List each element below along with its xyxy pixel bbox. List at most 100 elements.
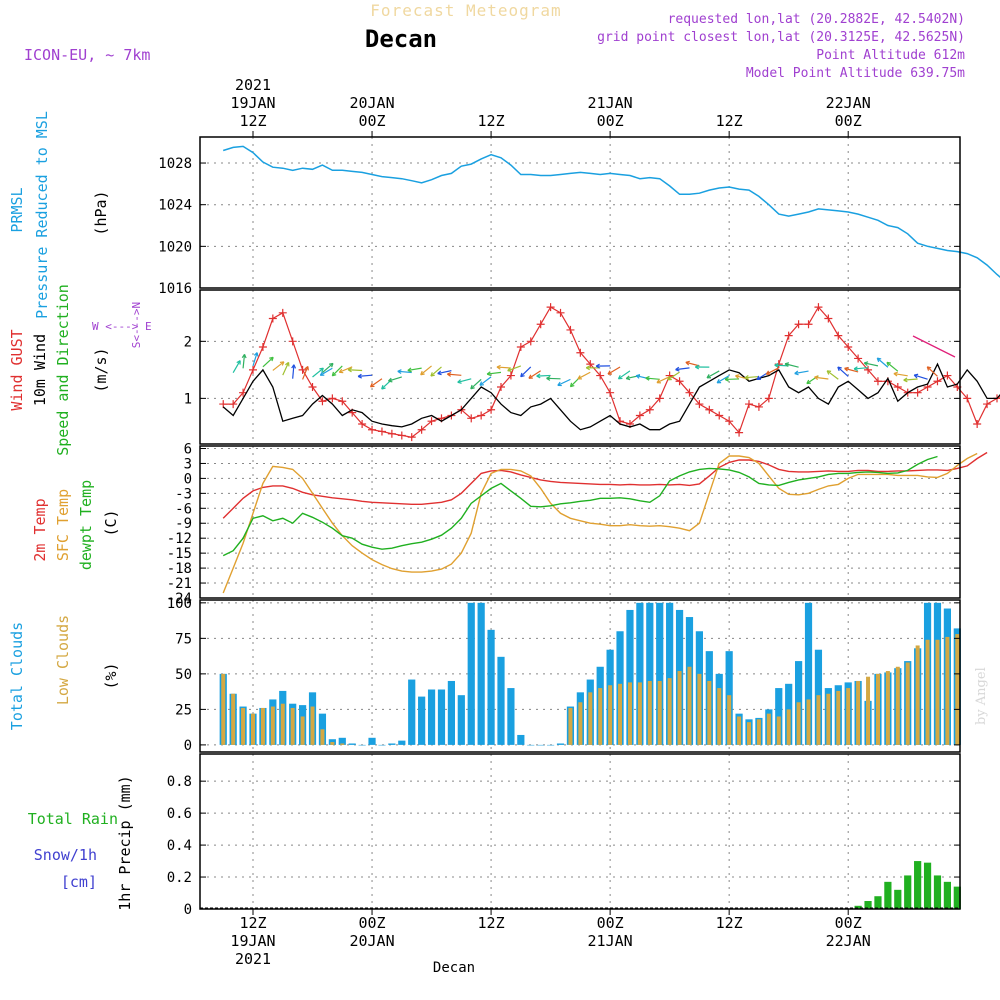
wind-arrow xyxy=(370,378,383,388)
time-label-top: 21JAN xyxy=(588,94,633,112)
wind-arrow xyxy=(844,367,859,373)
gust-marker xyxy=(229,400,238,409)
wind-arrow-head xyxy=(319,371,325,376)
total-cloud-bar xyxy=(547,744,555,746)
low-cloud-bar xyxy=(340,743,345,745)
total-cloud-bar xyxy=(437,689,446,745)
wind-arrow-head xyxy=(285,361,290,367)
low-cloud-bar xyxy=(756,719,761,745)
low-cloud-bar xyxy=(260,707,265,745)
wind-arrow-head xyxy=(876,357,882,363)
wind-arrow-head xyxy=(338,368,344,374)
wind-arrow-head xyxy=(607,370,612,375)
low-cloud-bar xyxy=(796,702,801,745)
wind-arrow-head xyxy=(806,379,811,385)
gust-marker xyxy=(695,400,704,409)
gust-marker xyxy=(427,417,436,426)
low-cloud-bar xyxy=(251,713,255,745)
low-cloud-bar xyxy=(270,706,275,745)
low-cloud-bar xyxy=(806,699,811,745)
wind-arrow-head xyxy=(794,370,799,376)
wind-arrow xyxy=(457,378,472,383)
wind-arrow-head xyxy=(656,379,661,384)
wind-arrow-head xyxy=(253,352,259,357)
wind-arrow-head xyxy=(437,370,442,376)
wind-arrow-head xyxy=(319,367,324,373)
total-cloud-bar xyxy=(804,602,813,745)
wind-arrow xyxy=(667,371,680,381)
total-cloud-bar xyxy=(497,656,505,745)
temp-tick-label: -9 xyxy=(175,516,192,532)
wind-arrow xyxy=(675,367,690,371)
model-label: ICON-EU, ~ 7km xyxy=(24,46,150,64)
time-label-bottom: 2021 xyxy=(235,950,271,968)
low-cloud-bar xyxy=(687,666,692,745)
wind-arrow-head xyxy=(724,376,729,382)
wind-arrow xyxy=(557,378,571,386)
total-cloud-bar xyxy=(507,688,515,745)
low-cloud-bar xyxy=(915,645,920,745)
gust-marker xyxy=(814,303,823,312)
wind-arrow xyxy=(546,377,561,380)
wind-arrow xyxy=(437,370,452,375)
temp-tick-label: -21 xyxy=(167,576,192,592)
total-cloud-bar xyxy=(348,743,356,745)
wind-arrow-head xyxy=(926,366,932,371)
gust-marker xyxy=(268,314,277,323)
wind-arrow-head xyxy=(520,372,525,378)
pressure-unit-label: (hPa) xyxy=(92,190,110,235)
low-cloud-bar xyxy=(766,713,771,745)
grid-lines xyxy=(200,137,960,909)
wind-arrow xyxy=(282,362,290,376)
low-cloud-bar xyxy=(280,703,285,745)
low-cloud-bar xyxy=(241,707,246,745)
total-cloud-bar xyxy=(666,602,674,745)
temp-tick-label: 6 xyxy=(184,441,192,457)
wind-arrow-head xyxy=(893,371,898,377)
wind-arrow xyxy=(903,378,918,381)
clouds-tick-label: 25 xyxy=(175,702,192,718)
wind-arrow-head xyxy=(369,382,375,388)
low-cloud-bar xyxy=(608,685,613,745)
wind-arrow-head xyxy=(331,371,337,377)
time-label-top: 00Z xyxy=(835,112,862,130)
gust-marker xyxy=(784,331,793,340)
total-cloud-bar xyxy=(487,629,495,745)
wind-arrow-head xyxy=(577,375,582,380)
wind-arrow xyxy=(886,361,899,372)
low-cloud-bar xyxy=(895,666,900,745)
gust-marker xyxy=(635,411,644,420)
wind-arrow xyxy=(716,375,730,384)
wind-arrow-head xyxy=(546,375,551,381)
wind-arrow xyxy=(914,374,928,380)
wind-arrow-head xyxy=(863,361,869,367)
low-cloud-bar xyxy=(905,662,910,745)
gust-marker xyxy=(487,405,496,414)
gust-marker xyxy=(586,360,595,369)
wind-arrow xyxy=(706,370,720,379)
wind-arrow-head xyxy=(291,364,297,369)
total-cloud-bar xyxy=(517,734,525,745)
pressure-tick-label: 1028 xyxy=(158,156,192,172)
wind-arrow xyxy=(656,376,670,384)
precip-tick-label: 0.6 xyxy=(167,806,192,822)
total-cloud-bar xyxy=(527,744,535,746)
total-cloud-bar xyxy=(318,713,327,745)
wind-arrow xyxy=(528,370,542,379)
wind-arrow-head xyxy=(635,374,641,379)
wind-arrow-head xyxy=(913,373,919,379)
low-cloud-bar xyxy=(945,636,950,745)
wind-arrow-head xyxy=(420,370,425,376)
wind-arrow-head xyxy=(457,379,462,384)
snow-label: Snow/1h xyxy=(34,846,97,864)
info-line-4: Model Point Altitude 639.75m xyxy=(746,66,965,81)
low-cloud-bar xyxy=(776,716,781,745)
wind-arrow xyxy=(302,366,309,380)
gust-marker xyxy=(834,331,843,340)
low-cloud-bar xyxy=(737,716,742,745)
wind-arrow-head xyxy=(557,381,562,387)
wind-arrow-head xyxy=(470,384,475,390)
wind-arrow xyxy=(242,354,246,369)
gust-marker xyxy=(983,400,992,409)
